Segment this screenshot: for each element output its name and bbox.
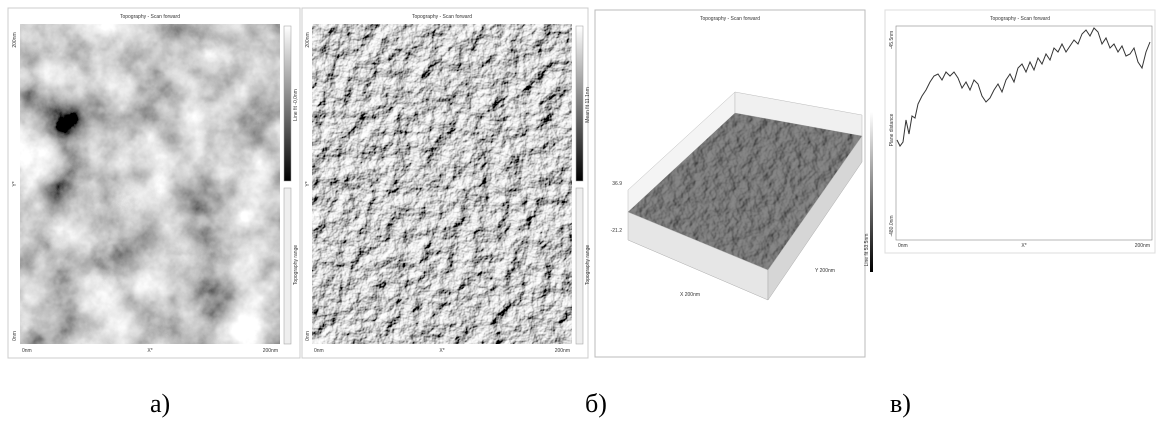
caption: б) — [585, 389, 607, 418]
x-label: 0nm — [22, 348, 32, 354]
x-label: 0nm — [314, 348, 324, 354]
y-label: 0nm — [12, 331, 18, 341]
colorbar — [576, 26, 583, 181]
afm-image — [312, 24, 572, 344]
x-label: X* — [147, 348, 152, 354]
panel-title: Topography - Scan forward — [990, 16, 1050, 22]
page: Topography - Scan forward 200nm Y* 0nm 0… — [0, 0, 1163, 421]
colorbar-label: Mean fit 11.1nm — [585, 87, 591, 122]
figure: Topography - Scan forward 200nm Y* 0nm 0… — [0, 0, 1163, 421]
panel-b: Topography - Scan forward 200nm Y* 0nm 0… — [302, 8, 591, 358]
panel-title: Topography - Scan forward — [412, 14, 472, 20]
axis-label: X 200nm — [680, 292, 700, 298]
y-label: 200nm — [12, 32, 18, 47]
colorbar — [870, 112, 873, 272]
y-label: -45.5nm — [889, 31, 895, 49]
colorbar — [576, 188, 583, 344]
x-label: X* — [1021, 243, 1026, 249]
colorbar-label: Line fit -0,0nm — [293, 89, 299, 121]
y-label: -480.0nm — [889, 215, 895, 236]
plot-area — [896, 26, 1152, 240]
panel-profile: Topography - Scan forward -45.5nm Plane … — [885, 10, 1155, 253]
colorbar — [284, 26, 291, 181]
colorbar-label: Line fit 53.5nm — [864, 234, 870, 267]
panel-3d: Topography - Scan forward 36.9 -21.2 Y 2… — [595, 10, 873, 357]
x-label: X* — [439, 348, 444, 354]
caption: в) — [890, 389, 911, 418]
x-label: 200nm — [555, 348, 570, 354]
colorbar-label: Topography range — [585, 245, 591, 286]
x-label: 200nm — [1135, 243, 1150, 249]
colorbar — [284, 188, 291, 344]
y-label: 0nm — [305, 331, 311, 341]
panel-title: Topography - Scan forward — [120, 14, 180, 20]
z-label: 36.9 — [612, 181, 622, 187]
y-label: Y* — [12, 181, 18, 186]
panel-a: Topography - Scan forward 200nm Y* 0nm 0… — [8, 8, 300, 358]
axis-label: Y 200nm — [815, 268, 835, 274]
y-label: Y* — [305, 181, 311, 186]
x-label: 200nm — [263, 348, 278, 354]
y-label: 200nm — [305, 32, 311, 47]
afm-image — [20, 24, 280, 344]
x-label: 0nm — [898, 243, 908, 249]
caption: а) — [150, 389, 170, 418]
panel-title: Topography - Scan forward — [700, 16, 760, 22]
z-label: -21.2 — [611, 228, 623, 234]
y-axis-title: Plane distance — [889, 113, 895, 146]
colorbar-label: Topography range — [293, 245, 299, 286]
